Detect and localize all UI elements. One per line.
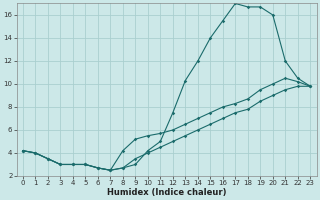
- X-axis label: Humidex (Indice chaleur): Humidex (Indice chaleur): [107, 188, 226, 197]
